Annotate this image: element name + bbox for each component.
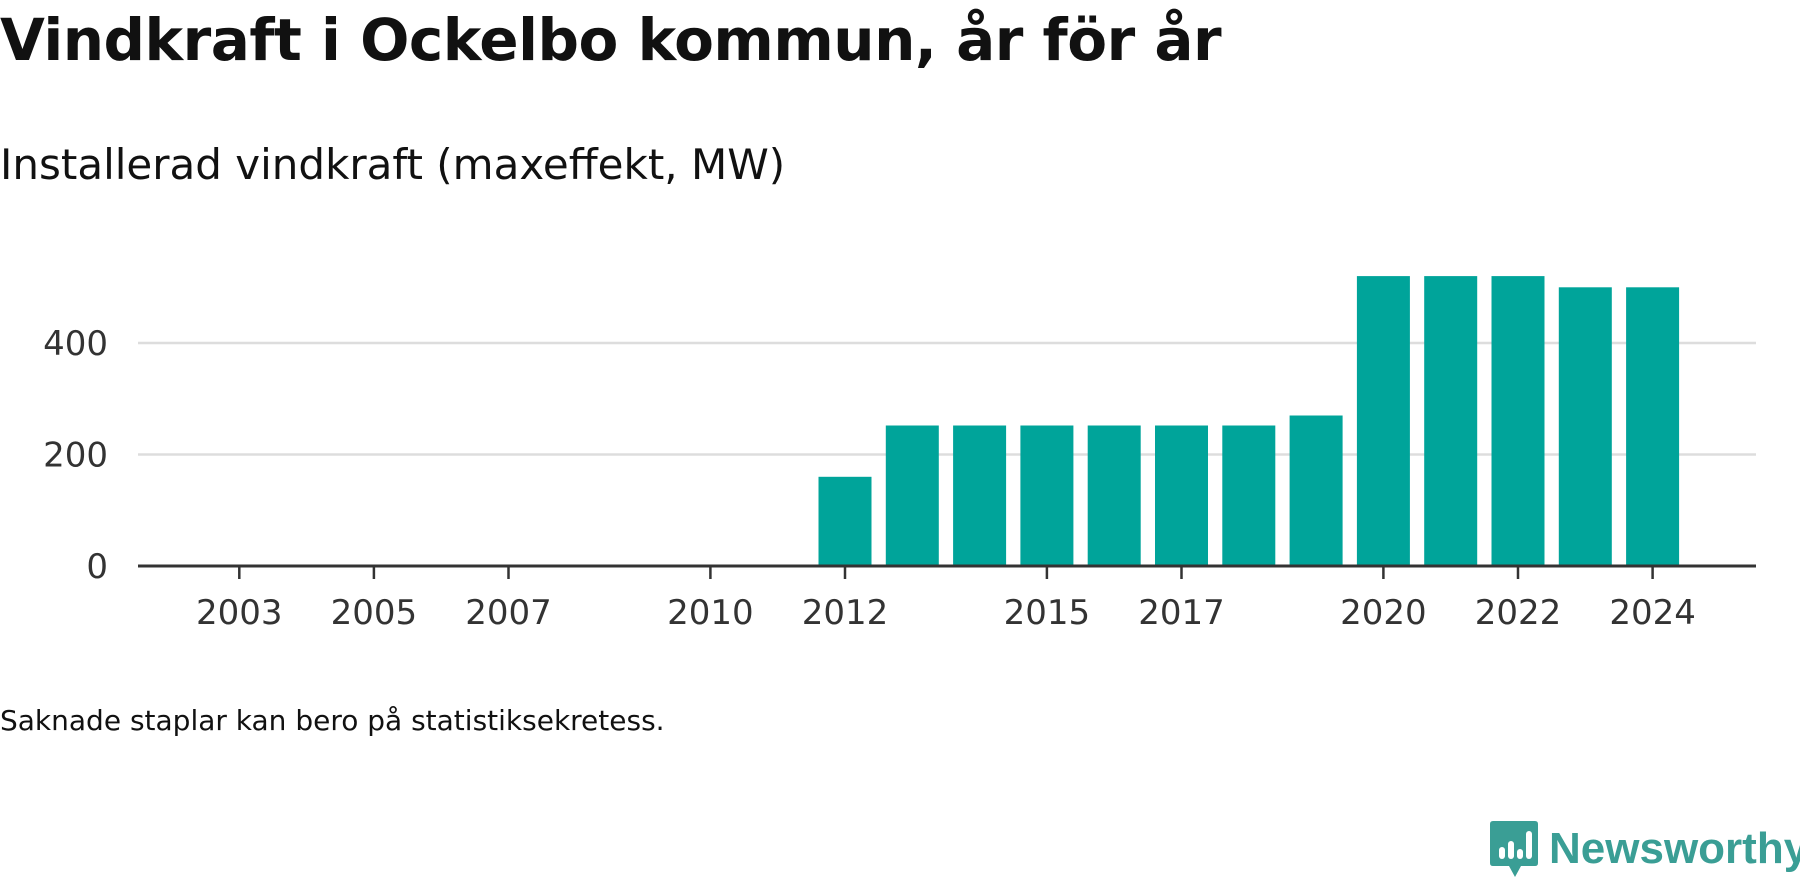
x-tick-label-2005: 2005: [331, 593, 418, 633]
bar-2019: [1289, 415, 1343, 566]
y-tick-label-0: 0: [86, 547, 108, 587]
bar-chart: 0 200 400 2003 2005 2007 2010 2012 2015 2017 2020…: [43, 276, 1756, 633]
x-tick-label-2010: 2010: [667, 593, 754, 633]
bar-2022: [1491, 276, 1545, 566]
y-tick-label-200: 200: [43, 436, 108, 476]
x-tick-label-2024: 2024: [1609, 593, 1696, 633]
y-axis-ticks: 0 200 400: [43, 324, 108, 587]
bar-2013: [885, 425, 939, 566]
chart-title: Vindkraft i Ockelbo kommun, år för år: [0, 6, 1222, 74]
bar-2012: [818, 476, 872, 566]
x-tick-label-2003: 2003: [196, 593, 283, 633]
bars: [818, 276, 1680, 567]
x-tick-label-2022: 2022: [1475, 593, 1562, 633]
chart-subtitle: Installerad vindkraft (maxeffekt, MW): [0, 140, 786, 189]
brand-name: Newsworthy: [1549, 824, 1800, 873]
gridlines: [138, 341, 1756, 456]
bar-2024: [1626, 287, 1680, 567]
newsworthy-logo-icon: [1490, 821, 1538, 877]
newsworthy-logo: Newsworthy: [1489, 818, 1800, 880]
bar-2021: [1424, 276, 1478, 566]
bar-2015: [1020, 425, 1074, 566]
bar-2016: [1087, 425, 1141, 566]
x-tick-label-2017: 2017: [1138, 593, 1225, 633]
x-axis-ticks: 2003 2005 2007 2010 2012 2015 2017 2020 2022 2024: [196, 566, 1696, 633]
bar-2020: [1356, 276, 1410, 566]
x-tick-label-2007: 2007: [465, 593, 552, 633]
x-tick-label-2012: 2012: [802, 593, 889, 633]
bar-2018: [1222, 425, 1276, 566]
bar-2014: [953, 425, 1007, 566]
bar-2017: [1155, 425, 1208, 566]
bar-2023: [1558, 287, 1612, 567]
x-tick-label-2020: 2020: [1340, 593, 1427, 633]
footnote: Saknade staplar kan bero på statistiksek…: [0, 704, 665, 737]
y-tick-label-400: 400: [43, 324, 108, 364]
x-tick-label-2015: 2015: [1004, 593, 1091, 633]
